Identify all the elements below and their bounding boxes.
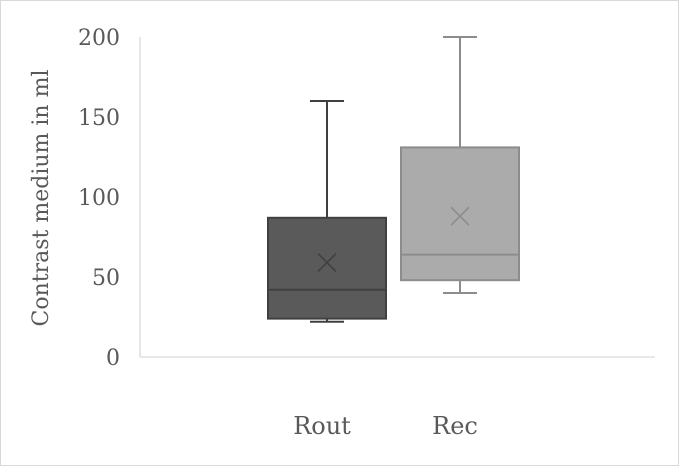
axes	[139, 37, 655, 358]
y-tick-label: 200	[78, 26, 120, 51]
y-tick-label: 100	[78, 186, 120, 211]
mean-marker	[450, 206, 470, 226]
category-label-rec: Rec	[432, 412, 478, 440]
iqr-box	[267, 216, 387, 320]
mean-marker	[317, 253, 337, 273]
y-tick-label: 0	[106, 346, 120, 371]
category-labels: Rout Rec	[293, 412, 478, 440]
y-axis-label: Contrast medium in ml	[29, 70, 54, 327]
y-tick-label: 50	[92, 266, 120, 291]
y-tick-label: 150	[78, 106, 120, 131]
box-rout	[267, 100, 387, 323]
box-rec	[400, 36, 520, 294]
boxes	[267, 36, 520, 323]
iqr-box	[400, 146, 520, 282]
category-label-rout: Rout	[293, 412, 351, 440]
y-tick-labels: 0 50 100 150 200	[78, 26, 120, 371]
